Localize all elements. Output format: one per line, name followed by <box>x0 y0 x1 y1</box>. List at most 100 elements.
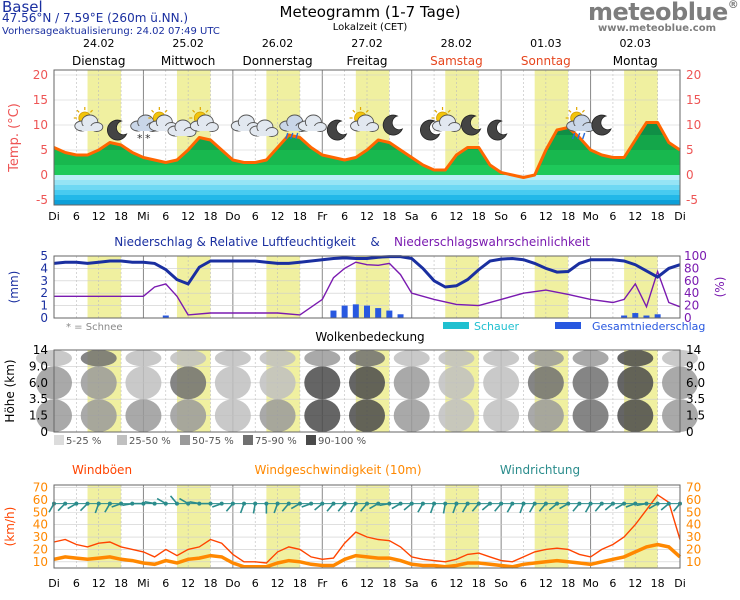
cloud-base <box>573 126 589 131</box>
precip-tick-right: 40 <box>684 286 699 300</box>
precip-tick-left: 0 <box>40 311 48 325</box>
partly-cloudy-icon <box>431 107 461 132</box>
rain-drop <box>295 132 299 140</box>
precip-bar <box>386 310 393 318</box>
temp-x-tick: 6 <box>431 210 438 223</box>
wind-tick-left: 20 <box>33 542 48 556</box>
cloud-cell <box>80 350 117 367</box>
cloud-cell <box>80 366 117 400</box>
wind-dir-dot <box>141 501 146 506</box>
precip-tick-left: 4 <box>40 261 48 275</box>
wind-dir-dot <box>666 501 671 506</box>
date-label: 24.02 <box>83 37 115 50</box>
temp-x-tick: 18 <box>114 210 128 223</box>
cloud-legend-label: 25-50 % <box>129 436 171 447</box>
location-name: Basel <box>2 0 43 16</box>
wind-tick-right: 10 <box>686 555 701 569</box>
wind-x-tick: 12 <box>449 577 463 590</box>
sun-ray <box>447 109 451 113</box>
wind-dir-dot <box>119 501 124 506</box>
wind-x-tick: 18 <box>114 577 128 590</box>
gust-line <box>53 493 681 564</box>
temp-line <box>53 121 681 179</box>
wind-dir-dot <box>230 501 235 506</box>
temp-x-tick: 18 <box>293 210 307 223</box>
temp-axis-label: Temp. (°C) <box>7 103 22 173</box>
wind-x-tick: Fr <box>317 577 328 590</box>
snowflake: * <box>137 132 143 145</box>
precip-bar <box>352 304 359 318</box>
wind-dir-dot <box>566 501 571 506</box>
rain-drop <box>290 132 294 140</box>
cloud-icon <box>167 119 197 137</box>
humidity-line <box>53 255 681 289</box>
cloud-cell <box>170 350 207 367</box>
wind-dir-dot <box>588 501 593 506</box>
wind-dir-dot <box>63 501 68 506</box>
wind-dir-dot <box>476 501 481 506</box>
wind-dir-dot <box>599 501 604 506</box>
temp-x-tick: 18 <box>651 210 665 223</box>
cloud-cell <box>572 399 609 432</box>
cloud-tick-right: 9.0 <box>686 359 705 373</box>
moon-shape <box>107 119 128 141</box>
brand-logo[interactable]: meteoblue® <box>588 0 739 26</box>
brand-url[interactable]: www.meteoblue.com <box>598 23 717 34</box>
wind-tick-right: 60 <box>686 493 701 507</box>
temp-x-tick: 12 <box>449 210 463 223</box>
showers-swatch <box>443 322 469 329</box>
cloud-cell <box>438 366 475 400</box>
wind-x-tick: 12 <box>271 577 285 590</box>
wind-dir-dot <box>342 501 347 506</box>
temp-x-tick: 6 <box>609 210 616 223</box>
temp-x-tick: 12 <box>181 210 195 223</box>
sun-ray <box>90 109 94 113</box>
temp-x-tick: 6 <box>162 210 169 223</box>
temp-tick-right: 0 <box>686 168 694 182</box>
sun-ray <box>568 109 572 113</box>
moon-icon <box>326 119 348 141</box>
temp-tick-left: -5 <box>36 193 48 207</box>
cloud-frame <box>53 349 681 433</box>
wind-speed-line <box>53 542 682 569</box>
wind-axis-label: (km/h) <box>3 507 17 547</box>
moon-icon <box>107 119 128 141</box>
wind-dir-dot <box>74 501 79 506</box>
wind-day-band <box>534 485 569 568</box>
sun-ray <box>192 109 196 113</box>
day-name-label: Mittwoch <box>161 54 215 68</box>
cloud-base <box>174 131 190 136</box>
cloud-cell <box>259 399 296 432</box>
rain-drop <box>577 132 581 140</box>
day-name-label: Donnerstag <box>243 54 313 68</box>
date-label: 01.03 <box>530 37 562 50</box>
wind-dir-dot <box>398 501 403 506</box>
sun-ray <box>352 109 356 113</box>
precip-bar <box>621 315 628 318</box>
moon-shape <box>420 119 441 141</box>
sun-ray <box>76 109 80 113</box>
wind-dir-dot <box>275 501 280 506</box>
precip-frame <box>53 255 681 319</box>
wind-frame <box>53 484 681 569</box>
wind-dir-title: Windrichtung <box>500 463 580 477</box>
temp-tick-right: 15 <box>686 93 701 107</box>
cloud-icon <box>249 119 279 137</box>
partly-cloudy-icon <box>349 107 379 132</box>
precip-day-band <box>266 256 300 318</box>
wind-dir-dot <box>96 501 101 506</box>
cloud-base <box>197 126 213 131</box>
wind-tick-right: 70 <box>686 480 701 494</box>
temp-x-tick: So <box>494 210 508 223</box>
wind-dir-dot <box>499 501 504 506</box>
wind-x-tick: Do <box>225 577 240 590</box>
wind-x-tick: 6 <box>73 577 80 590</box>
moon-icon <box>591 114 612 136</box>
date-label: 27.02 <box>351 37 383 50</box>
cloud-tick-left: 0 <box>40 425 48 439</box>
date-label: 26.02 <box>262 37 294 50</box>
wind-x-tick: 18 <box>651 577 665 590</box>
wind-x-tick: 12 <box>539 577 553 590</box>
precip-total-swatch <box>555 322 581 329</box>
day-name-label: Montag <box>613 54 658 68</box>
